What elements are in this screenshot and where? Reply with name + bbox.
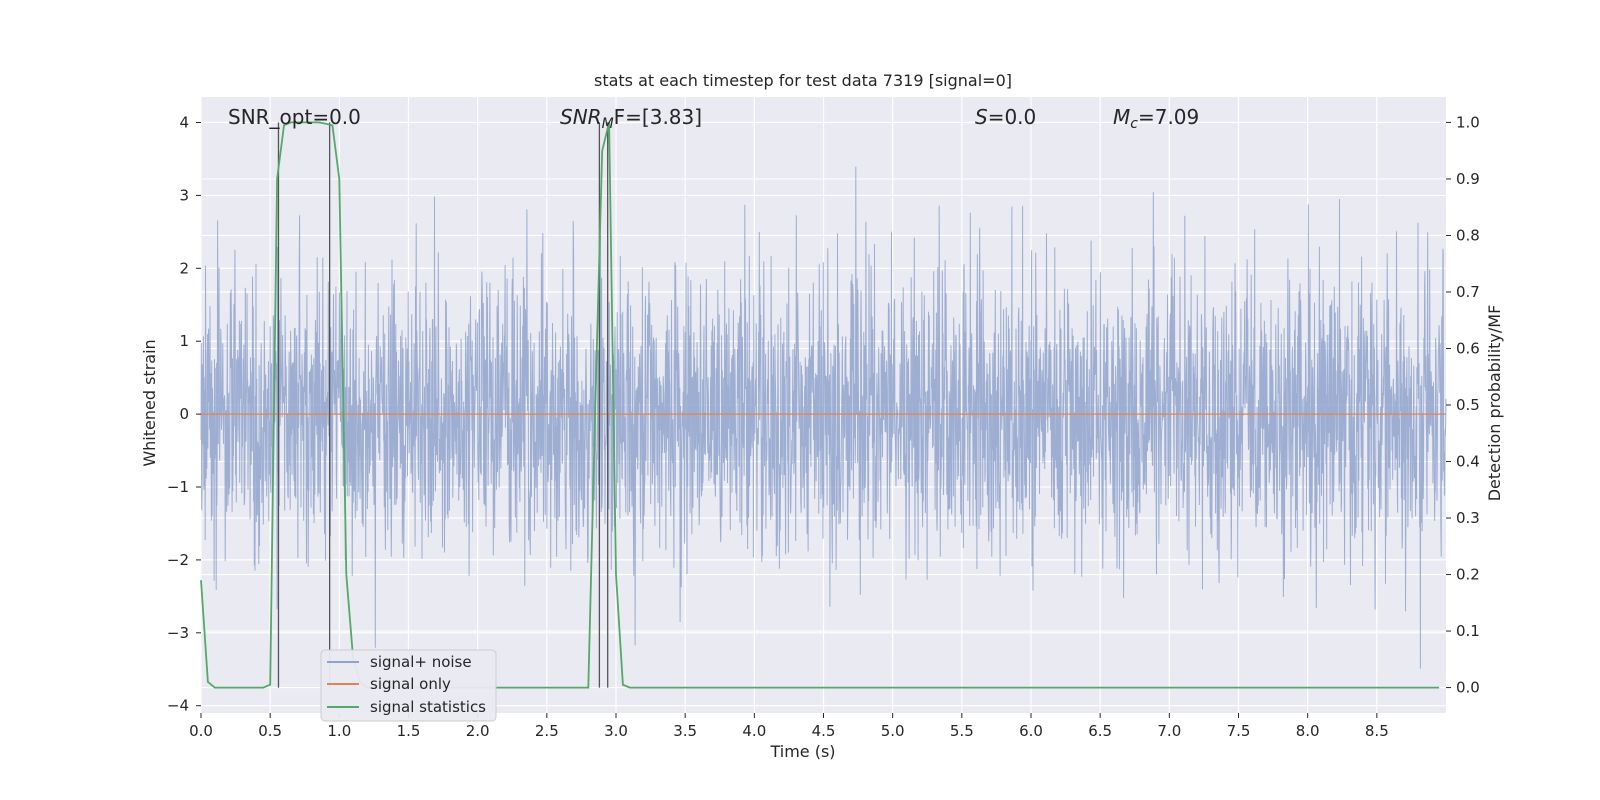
x-tick-label: 0.5 bbox=[258, 722, 282, 740]
x-tick-label: 7.0 bbox=[1157, 722, 1181, 740]
y-left-tick-label: −1 bbox=[167, 478, 189, 496]
y-axis-label-right: Detection probability/MF bbox=[1485, 305, 1504, 502]
legend-label-signal-only: signal only bbox=[370, 675, 451, 693]
y-right-tick-label: 0.2 bbox=[1456, 566, 1480, 584]
y-right-tick-label: 1.0 bbox=[1456, 113, 1480, 131]
x-tick-label: 3.5 bbox=[673, 722, 697, 740]
annotation-mc: Mc=7.09 bbox=[1113, 105, 1199, 132]
y-left-tick-label: −2 bbox=[167, 551, 189, 569]
x-tick-label: 7.5 bbox=[1227, 722, 1251, 740]
y-left-tick-label: 3 bbox=[179, 186, 189, 204]
y-right-tick-label: 0.9 bbox=[1456, 170, 1480, 188]
y-right-tick-label: 0.0 bbox=[1456, 679, 1480, 697]
annotation-snr-opt: SNR_opt=0.0 bbox=[228, 105, 361, 129]
x-axis-label: Time (s) bbox=[769, 742, 835, 761]
x-tick-label: 6.0 bbox=[1019, 722, 1043, 740]
y-left-tick-label: 2 bbox=[179, 259, 189, 277]
y-left-tick-label: 1 bbox=[179, 332, 189, 350]
chart-title: stats at each timestep for test data 731… bbox=[594, 71, 1012, 90]
y-right-tick-label: 0.8 bbox=[1456, 226, 1480, 244]
annotation-snr-mf: SNRMF=[3.83] bbox=[560, 105, 702, 132]
y-right-tick-label: 0.6 bbox=[1456, 339, 1480, 357]
series-signal-noise-line bbox=[200, 166, 1447, 669]
x-tick-label: 8.0 bbox=[1296, 722, 1320, 740]
ticks-layer: 0.0 0.5 1.0 1.5 2.0 2.5 3.0 3.5 4.0 4.5 5.0 5.5 6.0 6… bbox=[167, 113, 1480, 740]
y-right-tick-label: 0.7 bbox=[1456, 283, 1480, 301]
legend: signal+ noise signal only signal statist… bbox=[320, 649, 497, 722]
x-tick-label: 8.5 bbox=[1365, 722, 1389, 740]
x-tick-label: 4.0 bbox=[742, 722, 766, 740]
x-tick-label: 1.5 bbox=[397, 722, 421, 740]
x-tick-label: 3.0 bbox=[604, 722, 628, 740]
x-tick-label: 1.0 bbox=[327, 722, 351, 740]
y-left-tick-label: −4 bbox=[167, 697, 189, 715]
y-left-tick-label: 0 bbox=[179, 405, 189, 423]
y-right-tick-label: 0.3 bbox=[1456, 509, 1480, 527]
legend-label-signal-noise: signal+ noise bbox=[370, 653, 472, 671]
y-axis-label-left: Whitened strain bbox=[140, 339, 159, 466]
legend-label-signal-statistics: signal statistics bbox=[370, 698, 486, 716]
x-tick-label: 6.5 bbox=[1088, 722, 1112, 740]
x-tick-label: 5.0 bbox=[881, 722, 905, 740]
y-right-tick-label: 0.1 bbox=[1456, 622, 1480, 640]
annotation-s: S=0.0 bbox=[975, 105, 1036, 129]
x-tick-label: 0.0 bbox=[189, 722, 213, 740]
x-tick-label: 5.5 bbox=[950, 722, 974, 740]
y-left-tick-label: 4 bbox=[179, 114, 189, 132]
y-left-tick-label: −3 bbox=[167, 624, 189, 642]
x-tick-label: 4.5 bbox=[812, 722, 836, 740]
x-tick-label: 2.0 bbox=[466, 722, 490, 740]
y-right-tick-label: 0.4 bbox=[1456, 453, 1480, 471]
legend-box bbox=[320, 649, 497, 722]
x-tick-label: 2.5 bbox=[535, 722, 559, 740]
y-right-tick-label: 0.5 bbox=[1456, 396, 1480, 414]
